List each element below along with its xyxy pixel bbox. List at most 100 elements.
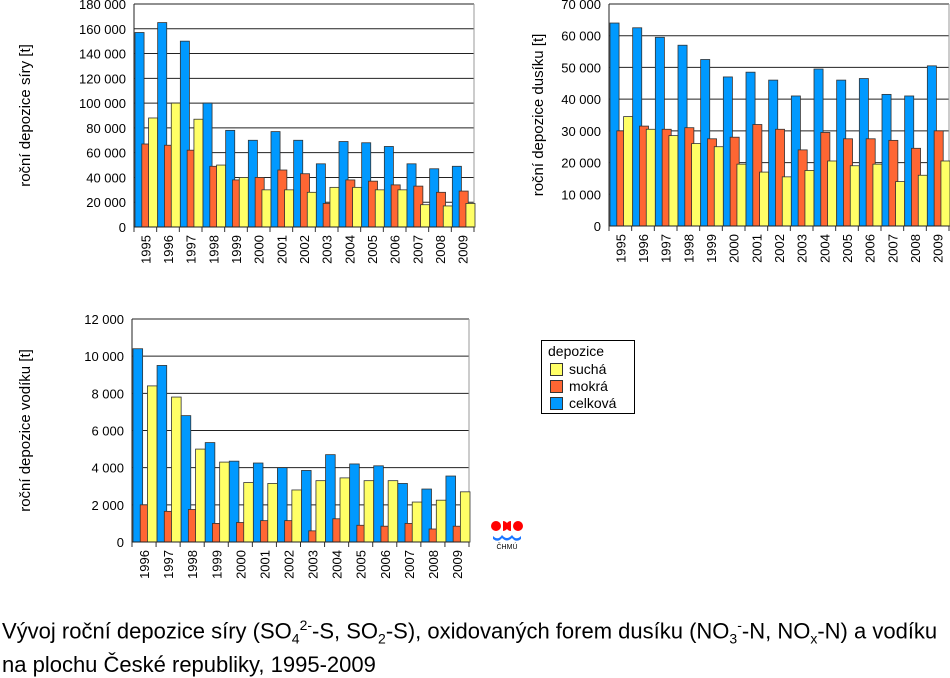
legend-item-celkova: celková: [550, 395, 616, 411]
bar-suchá-2006: [387, 480, 399, 543]
figure-caption: Vývoj roční depozice síry (SO42--S, SO2-…: [2, 617, 938, 677]
y-tick-label: 0: [594, 219, 601, 234]
y-tick-label: 160 000: [79, 22, 126, 37]
x-tick-label: 2008: [908, 234, 923, 263]
chmu-logo: ČHMÚ: [491, 521, 523, 551]
legend-swatch: [550, 396, 563, 410]
x-tick-label: 2002: [772, 234, 787, 263]
y-tick-label: 6 000: [91, 424, 124, 439]
bar-suchá-1999: [238, 177, 249, 228]
bar-suchá-2002: [306, 191, 317, 228]
legend-label: mokrá: [569, 378, 608, 394]
bar-suchá-1996: [170, 102, 181, 228]
bar-suchá-2000: [736, 163, 747, 227]
y-tick-label: 60 000: [561, 29, 601, 44]
bar-suchá-2002: [781, 176, 792, 227]
y-tick-label: 70 000: [561, 0, 601, 12]
y-tick-label: 10 000: [84, 349, 124, 364]
bar-suchá-2007: [420, 204, 431, 228]
bar-suchá-2008: [442, 205, 453, 228]
bar-suchá-2008: [435, 499, 447, 543]
x-tick-label: 1999: [229, 235, 244, 264]
bar-suchá-1995: [148, 117, 159, 228]
x-tick-label: 1998: [206, 235, 221, 264]
y-axis-label: roční depozice dusíku [t]: [530, 34, 547, 197]
bar-suchá-1997: [668, 135, 679, 227]
legend-item-mokra: mokrá: [550, 378, 608, 394]
x-tick-label: 2006: [378, 550, 393, 579]
bar-suchá-2004: [827, 160, 838, 227]
bar-suchá-1998: [195, 448, 206, 543]
x-tick-label: 1995: [138, 235, 153, 264]
y-tick-label: 20 000: [561, 156, 601, 171]
y-tick-label: 0: [117, 535, 124, 550]
y-tick-label: 12 000: [84, 312, 124, 327]
x-tick-label: 1996: [161, 235, 176, 264]
bar-suchá-2003: [804, 170, 815, 227]
bar-suchá-2009: [465, 203, 476, 228]
y-tick-label: 0: [119, 220, 126, 235]
bar-suchá-2005: [374, 189, 385, 228]
y-tick-label: 140 000: [79, 47, 126, 62]
bar-suchá-2000: [243, 482, 254, 543]
x-tick-label: 2000: [727, 234, 742, 263]
bar-suchá-2000: [261, 189, 272, 228]
x-tick-label: 2009: [450, 550, 465, 579]
x-tick-label: 2003: [306, 550, 321, 579]
bar-suchá-2009: [459, 491, 471, 543]
legend-label: suchá: [569, 361, 607, 377]
x-tick-label: 2005: [365, 235, 380, 264]
bar-suchá-2003: [329, 186, 340, 228]
bar-suchá-1998: [216, 164, 227, 228]
x-tick-label: 1997: [161, 550, 176, 579]
y-tick-label: 80 000: [86, 121, 126, 136]
y-tick-label: 50 000: [561, 60, 601, 75]
y-tick-label: 4 000: [91, 461, 124, 476]
x-tick-label: 1998: [185, 550, 200, 579]
y-tick-label: 180 000: [79, 0, 126, 12]
x-tick-label: 2003: [795, 234, 810, 263]
legend-swatch: [550, 379, 563, 393]
y-tick-label: 120 000: [79, 71, 126, 86]
bar-suchá-1999: [219, 461, 230, 543]
x-tick-label: 2000: [233, 550, 248, 579]
x-tick-label: 2005: [840, 234, 855, 263]
bar-suchá-2009: [940, 160, 950, 227]
x-tick-label: 2003: [320, 235, 335, 264]
y-tick-label: 60 000: [86, 146, 126, 161]
legend-item-sucha: suchá: [550, 361, 606, 377]
bar-suchá-2002: [291, 489, 302, 543]
x-tick-label: 2001: [257, 550, 272, 579]
bar-suchá-2005: [849, 165, 860, 227]
y-tick-label: 40 000: [86, 170, 126, 185]
x-tick-label: 2002: [297, 235, 312, 264]
y-tick-label: 2 000: [91, 498, 124, 513]
y-tick-label: 30 000: [561, 124, 601, 139]
bar-suchá-1998: [691, 143, 702, 227]
x-tick-label: 1995: [613, 234, 628, 263]
bar-suchá-2001: [759, 171, 770, 227]
bar-suchá-1995: [623, 116, 634, 227]
y-axis-label: roční depozice vodíku [t]: [17, 349, 34, 512]
x-tick-label: 1997: [659, 234, 674, 263]
y-tick-label: 40 000: [561, 92, 601, 107]
bar-suchá-1996: [645, 128, 656, 227]
x-tick-label: 2004: [330, 550, 345, 579]
x-tick-label: 2007: [402, 550, 417, 579]
y-tick-label: 8 000: [91, 386, 124, 401]
bar-suchá-2007: [411, 501, 423, 543]
bar-suchá-2006: [397, 189, 408, 228]
x-tick-label: 1997: [184, 235, 199, 264]
x-tick-label: 2006: [388, 235, 403, 264]
x-tick-label: 1999: [209, 550, 224, 579]
x-tick-label: 1999: [704, 234, 719, 263]
legend-swatch: [550, 362, 563, 376]
x-tick-label: 1996: [137, 550, 152, 579]
x-tick-label: 2001: [749, 234, 764, 263]
y-tick-label: 100 000: [79, 96, 126, 111]
x-tick-label: 2007: [885, 234, 900, 263]
x-tick-label: 2009: [931, 234, 946, 263]
legend: depozice suchá mokrá celková: [541, 340, 635, 414]
x-tick-label: 2009: [456, 235, 471, 264]
x-tick-label: 2004: [342, 235, 357, 264]
